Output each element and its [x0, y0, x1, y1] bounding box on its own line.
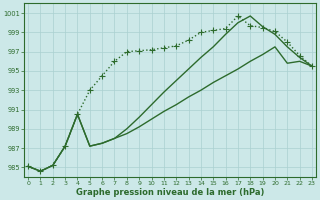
X-axis label: Graphe pression niveau de la mer (hPa): Graphe pression niveau de la mer (hPa) [76, 188, 264, 197]
